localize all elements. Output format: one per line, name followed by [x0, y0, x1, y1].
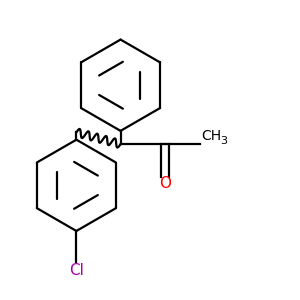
Text: CH: CH	[202, 129, 222, 142]
Text: O: O	[159, 176, 171, 191]
Text: Cl: Cl	[69, 263, 84, 278]
Text: 3: 3	[220, 136, 227, 146]
